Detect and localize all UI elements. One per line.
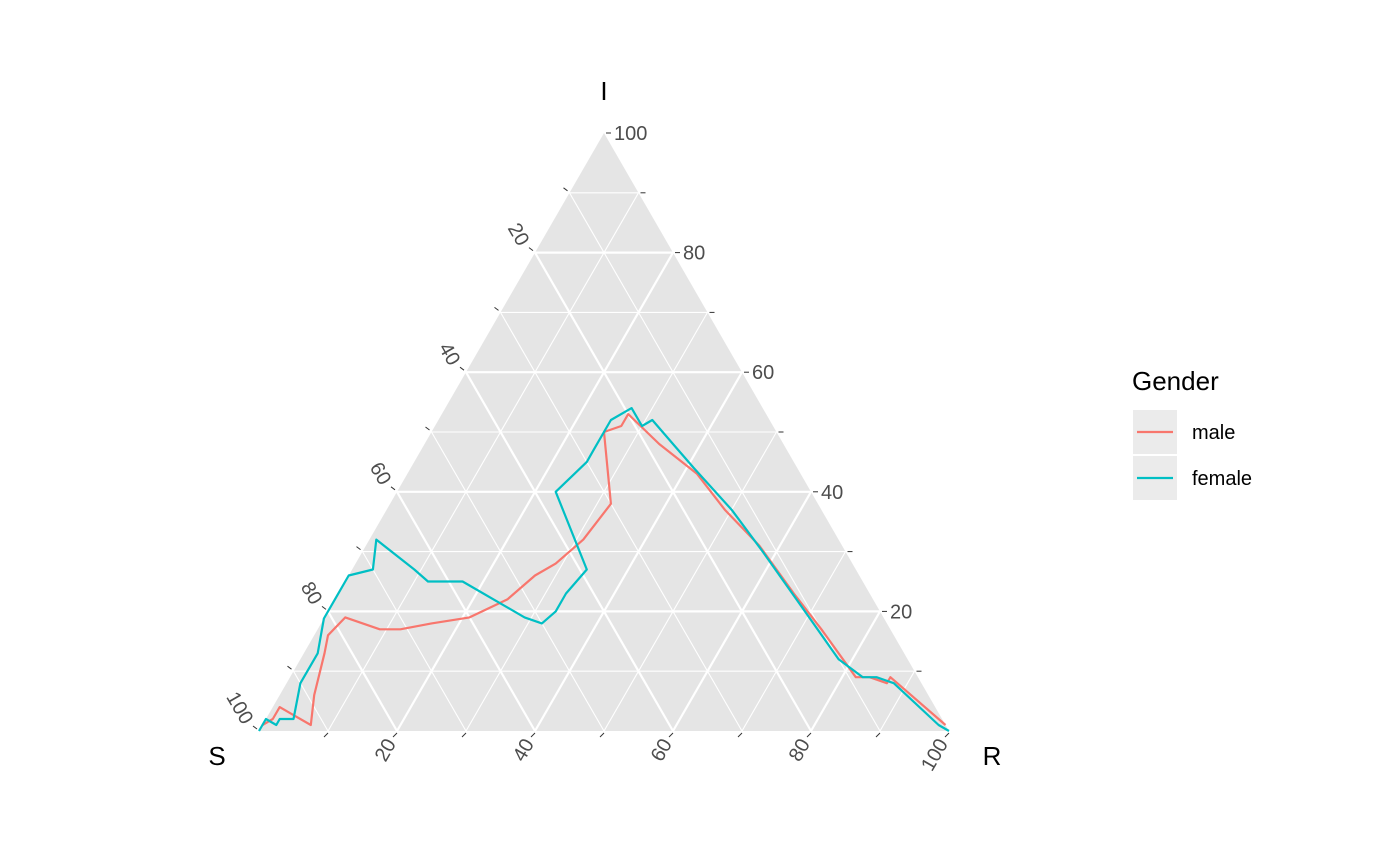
- grid-line-r-60: [672, 491, 812, 732]
- grid-line-s-80: [327, 610, 398, 732]
- series-lines: [258, 407, 950, 732]
- grid-line-s-90: [293, 670, 329, 732]
- series-line-male: [261, 413, 947, 727]
- tick-s-30: [494, 306, 499, 311]
- grid-line-r-10: [327, 192, 639, 732]
- series-line-female: [258, 407, 950, 732]
- vertex-label-left: S: [208, 741, 225, 771]
- grid-line-r-70: [741, 551, 846, 732]
- legend-title: Gender: [1132, 366, 1219, 396]
- tick-label-r-60: 60: [647, 735, 677, 765]
- grid-line-r-90: [879, 670, 915, 732]
- legend-items: male female: [1133, 410, 1252, 500]
- grid-line-s-30: [500, 312, 743, 732]
- tick-label-r-80: 80: [785, 735, 815, 765]
- tick-r-20: [392, 732, 398, 738]
- tick-s-100: [252, 725, 258, 730]
- tick-r-70: [737, 732, 743, 738]
- grid-line-r-30: [465, 312, 708, 732]
- tick-label-i-80: 80: [683, 243, 705, 265]
- tick-s-50: [425, 426, 430, 431]
- tick-label-i-20: 20: [890, 601, 912, 623]
- vertex-label-right: R: [983, 741, 1002, 771]
- tick-label-s-60: 60: [365, 459, 395, 489]
- tick-r-90: [875, 732, 881, 738]
- grid-line-s-60: [396, 491, 536, 732]
- tick-r-100: [944, 732, 950, 738]
- grid-line-s-70: [362, 551, 467, 732]
- tick-r-50: [599, 732, 605, 738]
- tick-s-90: [287, 665, 292, 670]
- tick-s-80: [321, 606, 327, 610]
- tick-r-80: [806, 732, 812, 738]
- tick-s-40: [459, 366, 465, 371]
- tick-s-20: [528, 247, 534, 252]
- tick-label-r-40: 40: [509, 735, 539, 765]
- tick-r-60: [668, 732, 674, 738]
- tick-r-10: [323, 732, 329, 738]
- tick-r-30: [461, 732, 467, 738]
- tick-label-s-20: 20: [503, 219, 533, 249]
- legend-label-female: female: [1192, 468, 1252, 490]
- legend: Gender male female: [1132, 366, 1252, 500]
- vertex-label-top: I: [600, 76, 607, 106]
- vertex-labels: I S R: [208, 76, 1001, 771]
- grid-line-s-50: [431, 431, 605, 732]
- tick-label-s-40: 40: [434, 339, 464, 369]
- tick-label-s-100: 100: [221, 688, 257, 728]
- tick-label-s-80: 80: [296, 578, 326, 608]
- grid-line-r-80: [810, 610, 881, 732]
- tick-s-10: [563, 187, 568, 192]
- tick-label-i-60: 60: [752, 362, 774, 384]
- tick-label-i-100: 100: [614, 123, 647, 145]
- tick-label-r-100: 100: [917, 735, 953, 775]
- tick-s-60: [390, 486, 396, 491]
- grid-line-r-50: [603, 431, 777, 732]
- legend-label-male: male: [1192, 422, 1235, 444]
- tick-s-70: [356, 546, 361, 550]
- grid-line-s-10: [569, 192, 881, 732]
- tick-label-r-20: 20: [371, 735, 401, 765]
- tick-r-40: [530, 732, 536, 738]
- tick-label-i-40: 40: [821, 482, 843, 504]
